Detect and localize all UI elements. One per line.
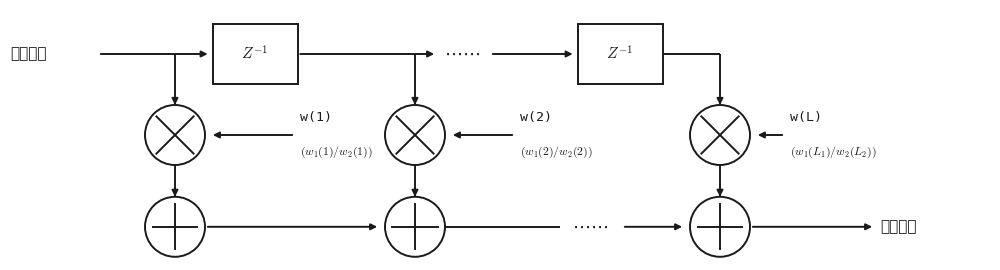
Text: 输出数据: 输出数据 (880, 219, 916, 234)
Text: $Z^{-1}$: $Z^{-1}$ (606, 45, 634, 63)
Text: $(w_1(L_1)/w_2(L_2))$: $(w_1(L_1)/w_2(L_2))$ (790, 145, 877, 160)
Ellipse shape (690, 105, 750, 165)
Text: w(L): w(L) (790, 111, 822, 124)
Text: $(w_1(2)/w_2(2))$: $(w_1(2)/w_2(2))$ (520, 145, 593, 160)
Ellipse shape (690, 197, 750, 257)
Text: $Z^{-1}$: $Z^{-1}$ (241, 45, 269, 63)
Ellipse shape (145, 105, 205, 165)
Text: w(1): w(1) (300, 111, 332, 124)
Text: 输入数据: 输入数据 (10, 46, 46, 62)
Text: $\cdots\cdots$: $\cdots\cdots$ (572, 218, 608, 236)
FancyBboxPatch shape (578, 24, 662, 84)
Ellipse shape (385, 105, 445, 165)
Text: $(w_1(1)/w_2(1))$: $(w_1(1)/w_2(1))$ (300, 145, 373, 160)
Ellipse shape (145, 197, 205, 257)
Ellipse shape (385, 197, 445, 257)
Text: $\cdots\cdots$: $\cdots\cdots$ (444, 45, 480, 63)
FancyBboxPatch shape (212, 24, 298, 84)
Text: w(2): w(2) (520, 111, 552, 124)
